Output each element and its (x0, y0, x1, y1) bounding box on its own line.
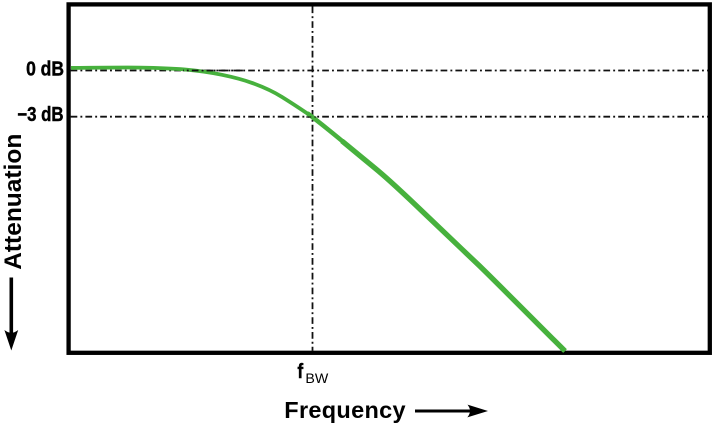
svg-text:−3 dB: −3 dB (17, 103, 63, 126)
svg-text:BW: BW (305, 371, 328, 387)
svg-text:Frequency: Frequency (284, 397, 406, 423)
svg-text:0 dB: 0 dB (26, 58, 64, 80)
svg-text:Attenuation: Attenuation (0, 134, 27, 270)
svg-text:f: f (297, 360, 304, 382)
